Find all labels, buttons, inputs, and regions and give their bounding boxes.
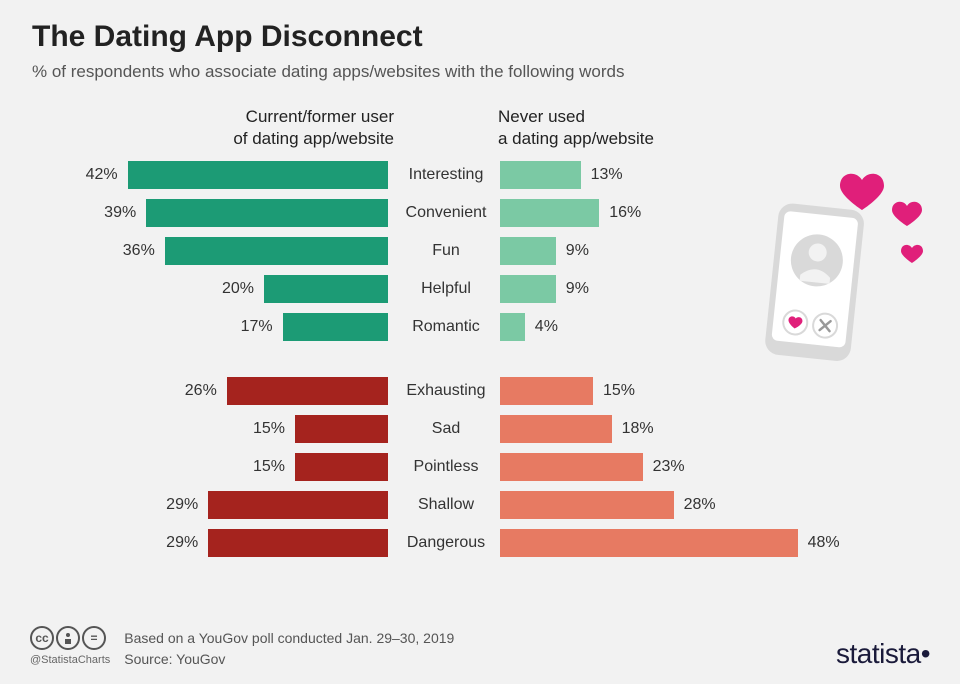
bar-left bbox=[128, 161, 388, 189]
value-left: 29% bbox=[166, 534, 198, 552]
bar-left bbox=[295, 453, 388, 481]
category-label: Romantic bbox=[394, 318, 498, 336]
bar-right bbox=[500, 237, 556, 265]
value-right: 28% bbox=[684, 496, 716, 514]
column-header-left: Current/former user of dating app/websit… bbox=[233, 106, 394, 150]
category-label: Helpful bbox=[394, 280, 498, 298]
value-left: 20% bbox=[222, 280, 254, 298]
bar-right bbox=[500, 199, 599, 227]
value-left: 29% bbox=[166, 496, 198, 514]
bar-right bbox=[500, 313, 525, 341]
footer-basis: Based on a YouGov poll conducted Jan. 29… bbox=[124, 628, 454, 649]
cc-license: cc = @StatistaCharts bbox=[30, 626, 110, 666]
value-right: 16% bbox=[609, 204, 641, 222]
page-title: The Dating App Disconnect bbox=[32, 20, 423, 54]
value-right: 23% bbox=[653, 458, 685, 476]
value-left: 15% bbox=[253, 420, 285, 438]
value-right: 15% bbox=[603, 382, 635, 400]
value-left: 17% bbox=[241, 318, 273, 336]
bar-left bbox=[146, 199, 388, 227]
bar-row: 26% Exhausting 15% bbox=[0, 374, 960, 408]
bar-left bbox=[227, 377, 388, 405]
bar-row: 15% Sad 18% bbox=[0, 412, 960, 446]
bar-row: 29% Dangerous 48% bbox=[0, 526, 960, 560]
bar-left bbox=[264, 275, 388, 303]
bar-right bbox=[500, 161, 581, 189]
category-label: Interesting bbox=[394, 166, 498, 184]
cc-nd-icon: = bbox=[82, 626, 106, 650]
bar-right bbox=[500, 415, 612, 443]
category-label: Dangerous bbox=[394, 534, 498, 552]
value-right: 13% bbox=[591, 166, 623, 184]
page-subtitle: % of respondents who associate dating ap… bbox=[32, 62, 625, 82]
value-right: 9% bbox=[566, 280, 589, 298]
bar-right bbox=[500, 529, 798, 557]
value-left: 36% bbox=[123, 242, 155, 260]
value-right: 18% bbox=[622, 420, 654, 438]
value-right: 48% bbox=[808, 534, 840, 552]
phone-icon bbox=[764, 202, 865, 362]
category-label: Exhausting bbox=[394, 382, 498, 400]
cc-by-icon bbox=[56, 626, 80, 650]
category-label: Pointless bbox=[394, 458, 498, 476]
bar-right bbox=[500, 275, 556, 303]
footer-source: Source: YouGov bbox=[124, 649, 454, 670]
footer: cc = @StatistaCharts Based on a YouGov p… bbox=[30, 626, 930, 670]
bar-row: 15% Pointless 23% bbox=[0, 450, 960, 484]
category-label: Shallow bbox=[394, 496, 498, 514]
category-label: Sad bbox=[394, 420, 498, 438]
cc-icon: cc bbox=[30, 626, 54, 650]
bar-left bbox=[295, 415, 388, 443]
bar-left bbox=[208, 491, 388, 519]
social-handle: @StatistaCharts bbox=[30, 654, 110, 666]
phone-hearts-illustration bbox=[752, 168, 932, 368]
value-left: 42% bbox=[86, 166, 118, 184]
value-left: 26% bbox=[185, 382, 217, 400]
statista-logo: statista• bbox=[836, 638, 930, 670]
bar-right bbox=[500, 377, 593, 405]
bar-left bbox=[283, 313, 388, 341]
bar-left bbox=[165, 237, 388, 265]
value-left: 15% bbox=[253, 458, 285, 476]
bar-right bbox=[500, 491, 674, 519]
bar-row: 29% Shallow 28% bbox=[0, 488, 960, 522]
value-right: 9% bbox=[566, 242, 589, 260]
column-header-right: Never used a dating app/website bbox=[498, 106, 654, 150]
value-left: 39% bbox=[104, 204, 136, 222]
category-label: Convenient bbox=[394, 204, 498, 222]
bar-left bbox=[208, 529, 388, 557]
bar-right bbox=[500, 453, 643, 481]
value-right: 4% bbox=[535, 318, 558, 336]
category-label: Fun bbox=[394, 242, 498, 260]
